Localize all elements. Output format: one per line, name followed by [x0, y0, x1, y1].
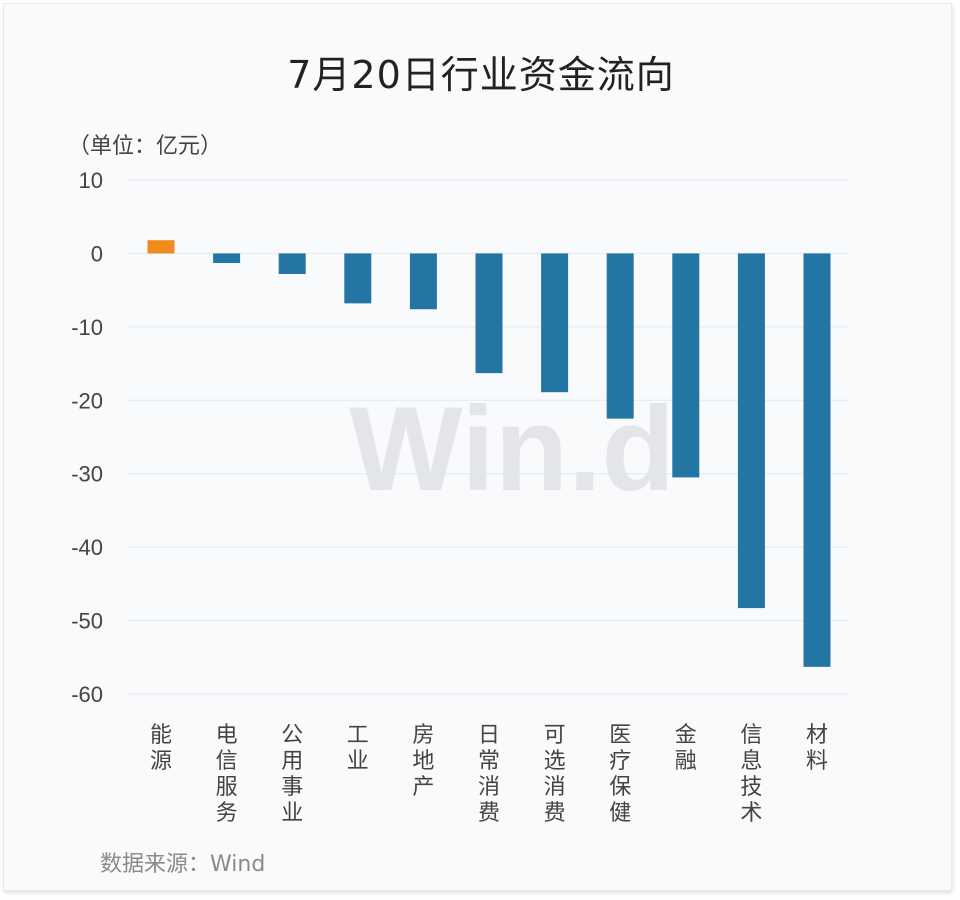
x-category-label: 能源 — [150, 723, 172, 774]
y-tick-label: -30 — [71, 462, 103, 487]
bar — [213, 253, 241, 263]
bar — [606, 253, 634, 419]
x-category-label: 日常消费 — [478, 723, 500, 826]
x-category-label: 医疗保健 — [609, 723, 631, 826]
chart-title: 7月20日行业资金流向 — [287, 53, 675, 97]
bar — [278, 253, 306, 274]
bars — [147, 240, 831, 667]
x-category-label: 公用事业 — [281, 723, 303, 826]
y-tick-label: 10 — [79, 168, 103, 193]
y-tick-label: 0 — [91, 241, 103, 266]
x-category-label: 可选消费 — [544, 723, 566, 826]
unit-label: （单位：亿元） — [68, 134, 223, 159]
bar — [672, 253, 700, 478]
y-tick-label: -20 — [71, 388, 103, 413]
x-category-label: 电信服务 — [216, 723, 238, 826]
bar — [147, 240, 175, 254]
y-tick-label: -10 — [71, 315, 103, 340]
source-note: 数据来源：Wind — [100, 852, 266, 877]
grid-lines — [128, 179, 848, 695]
x-category-label: 材料 — [806, 723, 828, 774]
bar — [409, 253, 437, 310]
x-category-label: 工业 — [347, 723, 369, 774]
bar — [803, 253, 831, 667]
y-tick-label: -50 — [71, 609, 103, 634]
bar — [475, 253, 503, 374]
y-axis-ticks: 10 0 -10 -20 -30 -40 -50 -60 — [71, 168, 103, 707]
bar — [541, 253, 569, 393]
y-tick-label: -40 — [71, 535, 103, 560]
bar — [344, 253, 372, 304]
y-tick-label: -60 — [71, 682, 103, 707]
chart-card: 7月20日行业资金流向 （单位：亿元） 数据来源：Wind — [3, 3, 952, 891]
x-category-label: 金融 — [675, 723, 697, 774]
x-category-label: 房地产 — [412, 723, 434, 800]
bar — [737, 253, 765, 609]
x-category-label: 信息技术 — [740, 723, 762, 826]
x-axis-categories: 能源 电信服务 公用事业 工业 房地产 日常消费 可选消费 医疗保健 金融 信息技术 材料 — [150, 723, 828, 826]
